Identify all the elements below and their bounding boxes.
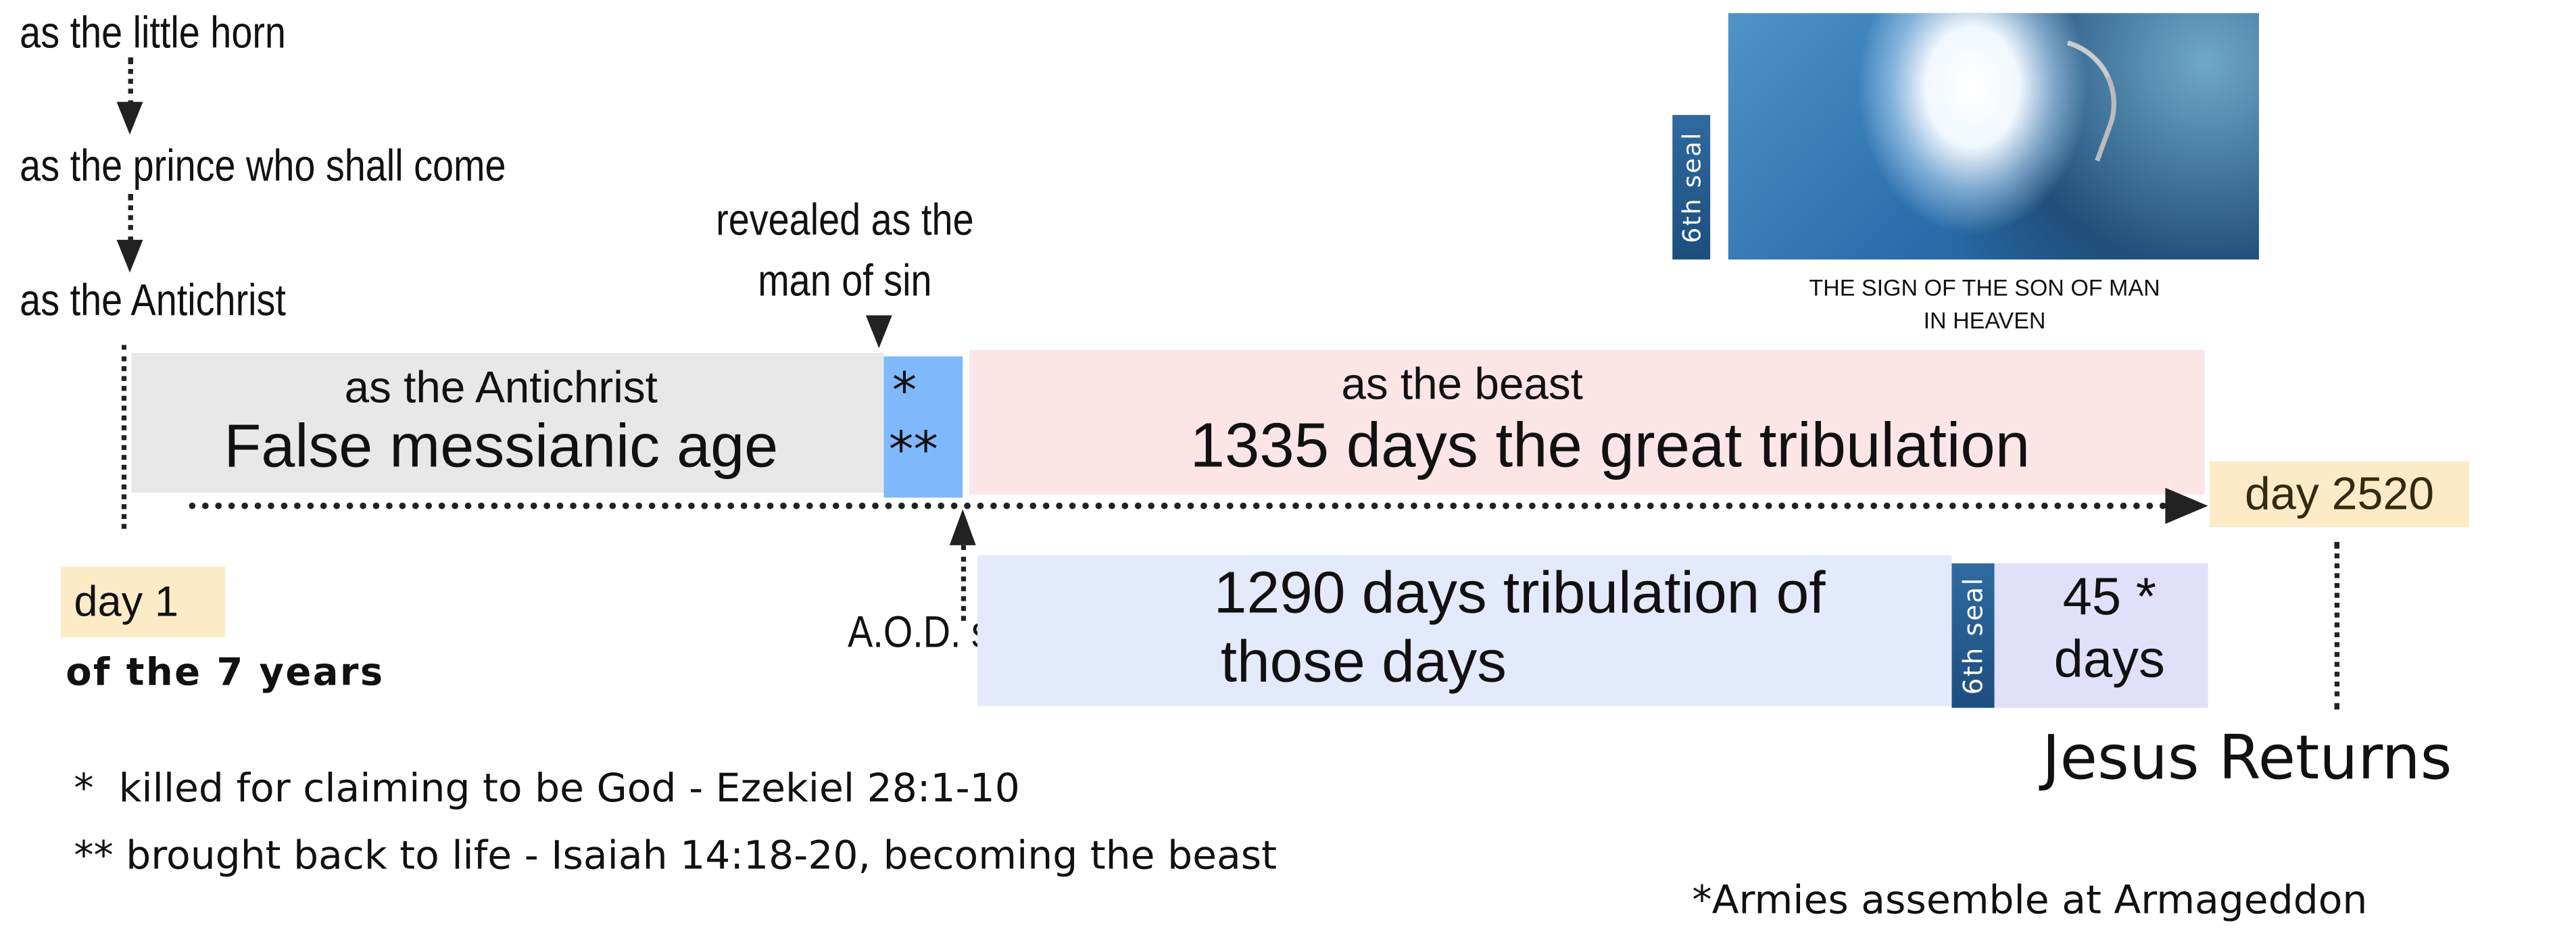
step-antichrist: as the Antichrist bbox=[20, 276, 286, 326]
day-1-label: day 1 bbox=[60, 566, 225, 638]
great-tribulation-title: 1335 days the great tribulation bbox=[1190, 412, 2031, 482]
great-tribulation-subtitle: as the beast bbox=[1341, 359, 1583, 409]
revealed-line2: man of sin bbox=[758, 256, 932, 306]
footnote-1: * killed for claiming to be God - Ezekie… bbox=[74, 766, 1020, 812]
footnote-1-mark: * bbox=[74, 765, 94, 812]
image-caption-line1: THE SIGN OF THE SON OF MAN bbox=[1809, 274, 2160, 301]
arrow-down-icon bbox=[116, 101, 143, 135]
image-caption-line2: IN HEAVEN bbox=[1923, 307, 2046, 334]
step-connector bbox=[128, 193, 133, 243]
timeline-axis bbox=[189, 502, 2169, 509]
revealed-line1: revealed as the bbox=[716, 195, 974, 245]
death-resurrection-marker: * ** bbox=[883, 356, 963, 498]
tribulation-1290-bar: 1290 days tribulation of those days bbox=[977, 555, 1952, 707]
day-2520-label: day 2520 bbox=[2210, 461, 2470, 528]
false-age-subtitle: as the Antichrist bbox=[344, 363, 658, 413]
footnote-3: *Armies assemble at Armageddon bbox=[1692, 876, 2368, 923]
seven-years-caption: of the 7 years bbox=[66, 651, 385, 695]
aod-marker-line bbox=[961, 545, 967, 621]
day1-marker-line bbox=[121, 345, 127, 529]
image-sixth-seal-label: 6th seal bbox=[1676, 131, 1707, 243]
footnote-1-text: killed for claiming to be God - Ezekiel … bbox=[118, 765, 1020, 812]
footnote-2-text: brought back to life - Isaiah 14:18-20, … bbox=[126, 832, 1278, 879]
arrow-up-icon bbox=[949, 509, 976, 545]
final-days-line2: days bbox=[2053, 628, 2165, 689]
image-sixth-seal-marker: 6th seal bbox=[1672, 115, 1711, 260]
double-asterisk: ** bbox=[888, 422, 938, 480]
day2520-marker-line bbox=[2334, 542, 2340, 710]
final-days-line1: 45 * bbox=[2062, 566, 2156, 626]
image-caption: THE SIGN OF THE SON OF MAN IN HEAVEN bbox=[1738, 271, 2231, 337]
false-messianic-age-bar: as the Antichrist False messianic age bbox=[131, 353, 884, 493]
step-connector bbox=[128, 57, 133, 107]
scythe-icon bbox=[2033, 40, 2135, 162]
sixth-seal-marker: 6th seal bbox=[1951, 563, 1995, 708]
revealed-label: revealed as the man of sin bbox=[671, 191, 1019, 312]
false-age-title: False messianic age bbox=[224, 412, 779, 480]
arrow-down-icon bbox=[116, 239, 143, 273]
great-tribulation-bar: as the beast 1335 days the great tribula… bbox=[969, 349, 2205, 495]
tribulation-line1: 1290 days tribulation of bbox=[1213, 558, 1826, 626]
sign-of-son-of-man-image bbox=[1728, 13, 2259, 260]
arrow-right-icon bbox=[2165, 487, 2208, 524]
final-45-days-bar: 45 * days bbox=[1994, 563, 2208, 708]
arrow-down-icon bbox=[865, 315, 892, 349]
footnote-2-mark: ** bbox=[74, 832, 114, 879]
sixth-seal-label: 6th seal bbox=[1957, 576, 1989, 695]
tribulation-line2: those days bbox=[1220, 627, 1507, 695]
footnote-2: ** brought back to life - Isaiah 14:18-2… bbox=[74, 832, 1277, 878]
step-little-horn: as the little horn bbox=[20, 8, 286, 58]
jesus-returns-label: Jesus Returns bbox=[2042, 722, 2452, 793]
single-asterisk: * bbox=[892, 363, 917, 421]
step-prince: as the prince who shall come bbox=[20, 141, 506, 191]
